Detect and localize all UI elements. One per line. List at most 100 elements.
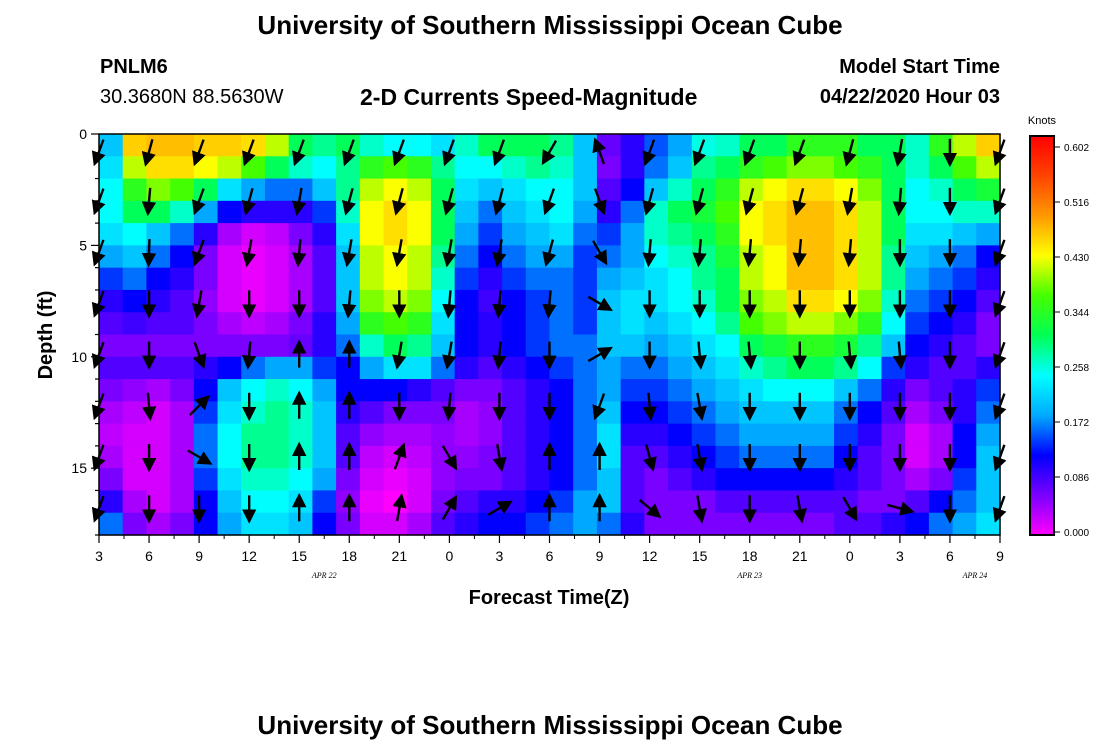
heatmap-cell <box>952 334 977 358</box>
heatmap-cell <box>596 423 622 447</box>
heatmap-cell <box>928 267 954 291</box>
heatmap-cell <box>502 178 527 202</box>
heatmap-cell <box>312 445 337 469</box>
heatmap-cell <box>881 245 906 269</box>
heatmap-cell <box>810 267 835 291</box>
heatmap-cell <box>739 334 764 358</box>
current-vector-arrow <box>542 239 557 267</box>
heatmap-cell <box>170 356 195 380</box>
station-coords: 30.3680N 88.5630W <box>100 86 284 108</box>
heatmap-cell <box>573 401 598 425</box>
heatmap-cell <box>383 334 408 358</box>
current-vector-arrow <box>593 188 607 216</box>
heatmap-cell <box>359 134 385 157</box>
heatmap-cell <box>691 134 717 157</box>
heatmap-cell <box>620 156 645 180</box>
y-tick-label: 5 <box>79 237 87 253</box>
heatmap-cell <box>525 178 551 202</box>
heatmap-cell <box>193 512 219 536</box>
x-tick-label: 12 <box>642 548 658 564</box>
heatmap-cell <box>762 178 788 202</box>
current-vector-arrow <box>242 139 256 167</box>
current-vector-arrow <box>392 187 407 216</box>
heatmap-cell <box>478 156 503 180</box>
heatmap-cell <box>454 289 479 313</box>
y-tick-label: 15 <box>71 460 87 476</box>
x-tick-label: 18 <box>341 548 357 564</box>
heatmap-cell <box>312 267 337 291</box>
heatmap-cell <box>288 267 313 291</box>
heatmap-cell <box>668 156 693 180</box>
colorbar-tick-label: 0.516 <box>1064 198 1089 209</box>
x-tick-label: 21 <box>792 548 808 564</box>
heatmap-cell <box>620 401 645 425</box>
heatmap-cell <box>928 490 954 514</box>
current-vector-arrow <box>187 449 213 465</box>
heatmap-cell <box>525 490 551 514</box>
heatmap-cell <box>881 356 906 380</box>
current-vector-arrow <box>692 443 707 473</box>
heatmap-cell <box>264 245 290 269</box>
heatmap-cell <box>857 445 883 469</box>
heatmap-cell <box>762 134 788 157</box>
heatmap-cell <box>881 178 906 202</box>
heatmap-cell <box>525 245 551 269</box>
current-vector-arrow <box>892 138 907 167</box>
heatmap-cell <box>691 156 717 180</box>
current-vector-arrow <box>692 139 707 167</box>
heatmap-cell <box>312 334 337 358</box>
heatmap-cell <box>502 267 527 291</box>
current-vector-arrow <box>342 187 356 216</box>
heatmap-cell <box>336 512 361 536</box>
heatmap-cell <box>312 289 337 313</box>
heatmap-cell <box>430 223 456 246</box>
heatmap-cell <box>454 178 479 202</box>
heatmap-cell <box>264 401 290 425</box>
heatmap-cell <box>549 445 574 469</box>
heatmap-cell <box>407 289 432 313</box>
heatmap-cell <box>122 245 148 269</box>
heatmap-cell <box>525 356 551 380</box>
heatmap-cell <box>905 200 930 224</box>
heatmap-cell <box>288 379 313 402</box>
heatmap-cell <box>857 356 883 380</box>
heatmap-cell <box>170 156 195 180</box>
heatmap-cell <box>573 334 598 358</box>
heatmap-cell <box>312 379 337 402</box>
heatmap-cell <box>170 223 195 246</box>
heatmap-cell <box>359 512 385 536</box>
heatmap-cell <box>525 267 551 291</box>
colorbar: Knots 0.602 0.516 0.430 0.344 0.258 0.172 0.08… <box>1028 115 1090 539</box>
current-vector-arrow <box>642 392 657 422</box>
heatmap-cell <box>502 245 527 269</box>
heatmap-cell <box>762 512 788 536</box>
heatmap-cell <box>502 289 527 313</box>
heatmap-cell <box>454 445 479 469</box>
heatmap-cell <box>620 512 645 536</box>
heatmap-cell <box>407 490 432 514</box>
heatmap-cell <box>976 468 1001 492</box>
heatmap-cell <box>170 134 195 157</box>
current-vector-arrow <box>141 187 157 217</box>
heatmap-cell <box>976 379 1001 402</box>
heatmap-cell <box>691 445 717 469</box>
heatmap-cell <box>430 245 456 269</box>
heatmap-cell <box>976 267 1001 291</box>
heatmap-cell <box>715 134 740 157</box>
heatmap-cell <box>762 468 788 492</box>
heatmap-cell <box>383 312 408 336</box>
current-vector-arrow <box>492 341 507 370</box>
current-vector-arrow <box>492 239 507 268</box>
model-start-label: Model Start Time <box>839 56 1000 78</box>
heatmap-cell <box>739 401 764 425</box>
heatmap-cell <box>905 245 930 269</box>
heatmap-cell <box>525 134 551 157</box>
heatmap-cell <box>762 223 788 246</box>
heatmap-cell <box>715 468 740 492</box>
heatmap-cell <box>359 223 385 246</box>
heatmap-cell <box>478 423 503 447</box>
heatmap-cell <box>952 289 977 313</box>
heatmap-cell <box>857 289 883 313</box>
heatmap-cell <box>312 423 337 447</box>
heatmap-cell <box>810 245 835 269</box>
